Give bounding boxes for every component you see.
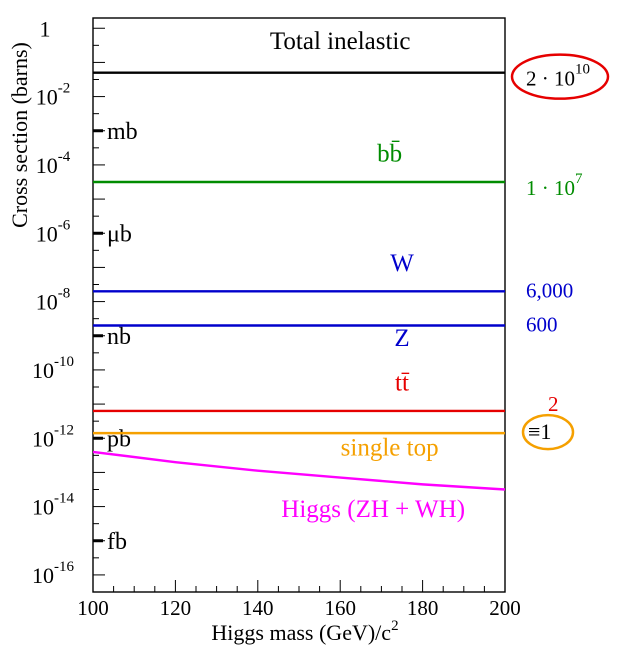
y-tick-label: 10-14 [32, 491, 74, 520]
rate-label: ≡1 [528, 419, 551, 444]
labels-layer: Total inelastic 2 · 1010 bb̄ 1 · 107 W 6,000 Z… [270, 28, 610, 523]
series-label: Total inelastic [270, 28, 411, 55]
x-tick-label: 160 [324, 596, 356, 620]
series-label: W [390, 250, 414, 277]
series-label: tt̄ [395, 369, 409, 396]
rate-label: 1 · 107 [526, 171, 583, 200]
rate-label: 2 [548, 392, 559, 416]
rate-circle [521, 413, 575, 451]
y-tick-label: 10-16 [32, 559, 74, 588]
series-label: single top [341, 434, 439, 461]
y-tick-label: 10-2 [36, 81, 71, 110]
unit-label: fb [107, 529, 127, 555]
unit-label: μb [107, 221, 132, 247]
y-tick-label: 10-10 [32, 354, 74, 383]
series-label: Higgs (ZH + WH) [281, 496, 465, 523]
y-tick-label: 10-4 [36, 149, 71, 178]
x-tick-label: 180 [407, 596, 439, 620]
x-tick-label: 100 [77, 596, 109, 620]
rate-label: 2 · 1010 [526, 62, 590, 91]
series-label: bb̄ [377, 140, 402, 168]
y-tick-label: 10-8 [36, 286, 71, 315]
rate-label: 600 [526, 313, 558, 337]
unit-label: nb [107, 324, 131, 350]
x-tick-label: 200 [489, 596, 521, 620]
axes: 100 120 140 160 180 200 1 10-2 10-4 10-6 10-8 10-10… [7, 16, 521, 645]
unit-label: mb [107, 119, 138, 145]
y-tick-label: 10-6 [36, 217, 71, 246]
unit-label: pb [107, 426, 131, 452]
series-layer [92, 71, 506, 491]
x-tick-label: 140 [242, 596, 274, 620]
series-line [92, 450, 506, 491]
y-axis-title: Cross section (barns) [7, 42, 32, 228]
x-axis-title: Higgs mass (GeV)/c2 [211, 618, 398, 645]
series-label: Z [394, 325, 409, 352]
y-tick-label: 1 [40, 16, 51, 41]
rate-label: 6,000 [526, 278, 573, 302]
rate-circle [510, 53, 610, 100]
x-tick-label: 120 [160, 596, 192, 620]
y-tick-label: 10-12 [32, 422, 74, 451]
